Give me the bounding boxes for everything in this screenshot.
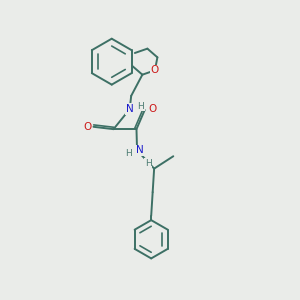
Text: H: H [145,159,152,168]
Text: O: O [151,65,159,75]
Text: O: O [83,122,91,132]
Text: O: O [148,103,156,113]
Text: H: H [125,149,132,158]
Text: H: H [137,102,144,111]
Text: N: N [136,146,143,155]
Text: N: N [126,104,134,114]
